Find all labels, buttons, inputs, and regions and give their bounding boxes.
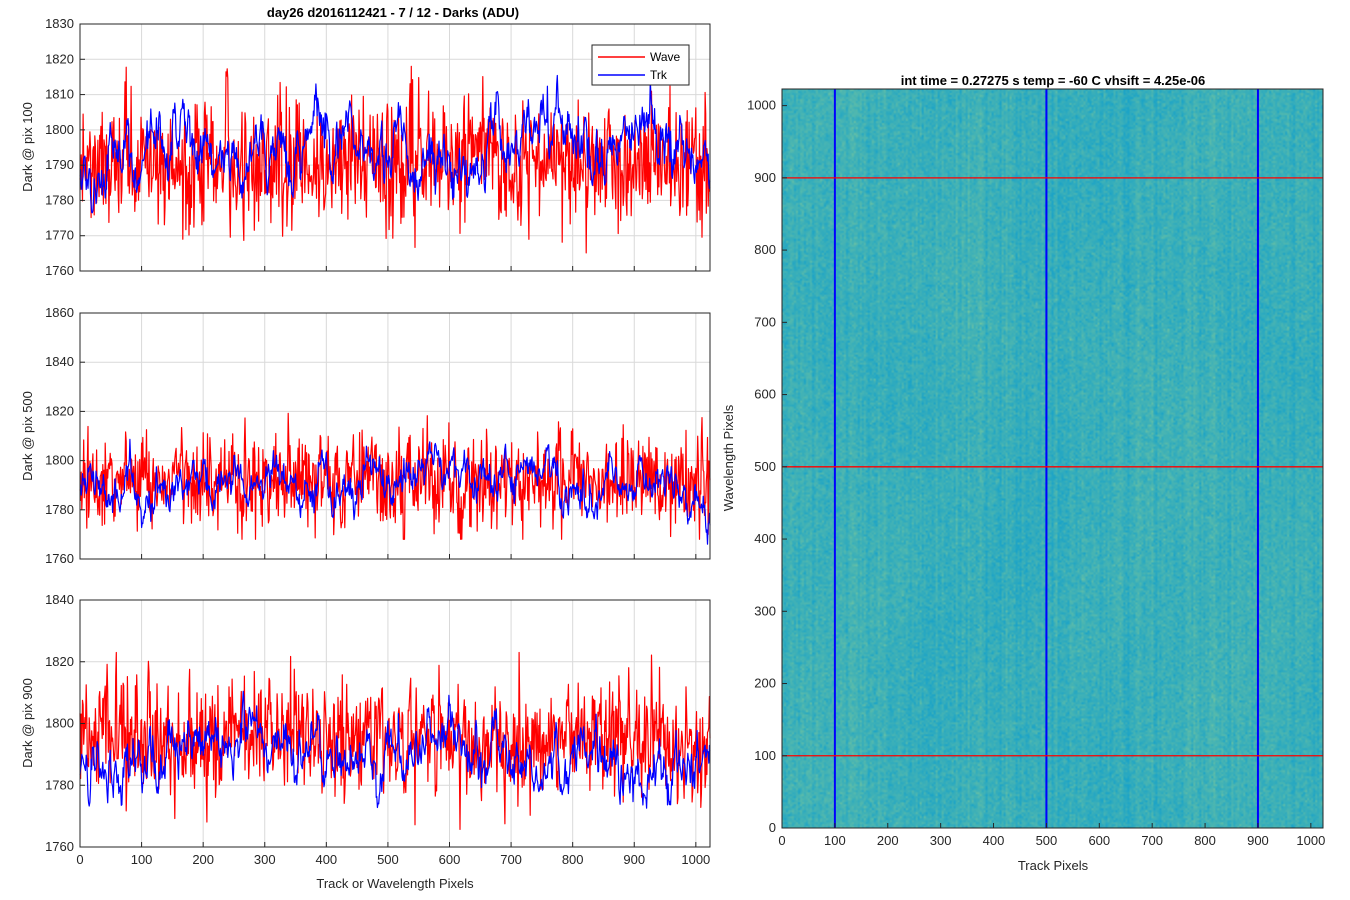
tick-labels: 1760 1770 1780 1790 1800 1810 1820 1830 [45, 16, 697, 278]
x-tick-label: 100 [131, 852, 153, 867]
series-group [79, 65, 711, 254]
series-line-trk [79, 74, 711, 214]
legend-label-trk: Trk [650, 68, 668, 82]
y-tick-label: 300 [754, 603, 776, 618]
heatmap-darks: int time = 0.27275 s temp = -60 C vhsift… [721, 73, 1325, 873]
y-tick-label: 1760 [45, 839, 74, 854]
x-tick-label: 700 [1141, 833, 1163, 848]
y-tick-label: 400 [754, 531, 776, 546]
y-tick-label: 1780 [45, 192, 74, 207]
x-tick-label: 100 [824, 833, 846, 848]
x-tick-label: 1000 [1296, 833, 1325, 848]
axes-box [781, 88, 1324, 829]
x-axis-label: Track or Wavelength Pixels [316, 876, 474, 891]
y-tick-label: 1820 [45, 51, 74, 66]
y-tick-label: 1800 [45, 453, 74, 468]
tick-labels: 0 100 200 300 400 500 600 700 800 900 1000 0 100 200 3… [747, 98, 1325, 848]
x-tick-label: 300 [254, 852, 276, 867]
x-tick-label: 600 [1088, 833, 1110, 848]
x-tick-label: 500 [377, 852, 399, 867]
x-tick-label: 1000 [681, 852, 710, 867]
y-tick-label: 1790 [45, 157, 74, 172]
x-tick-label: 600 [439, 852, 461, 867]
x-tick-label: 900 [623, 852, 645, 867]
x-axis-label: Track Pixels [1018, 858, 1089, 873]
legend-box [591, 44, 690, 86]
y-tick-label: 1770 [45, 228, 74, 243]
x-tick-label: 0 [778, 833, 785, 848]
x-tick-label: 0 [76, 852, 83, 867]
marker-lines [782, 89, 1323, 828]
y-tick-label: 0 [769, 820, 776, 835]
y-tick-label: 1810 [45, 87, 74, 102]
x-tick-label: 200 [192, 852, 214, 867]
x-tick-label: 800 [1194, 833, 1216, 848]
plot-dark-pix-900: 0 100 200 300 400 500 600 700 800 900 1000 1760 1780… [20, 592, 711, 891]
axes-box [79, 23, 711, 272]
x-tick-label: 500 [1036, 833, 1058, 848]
x-tick-label: 200 [877, 833, 899, 848]
y-axis-label: Dark @ pix 900 [20, 678, 35, 768]
y-axis-label: Dark @ pix 500 [20, 391, 35, 481]
y-axis-label: Wavelength Pixels [721, 404, 736, 511]
y-tick-label: 1820 [45, 654, 74, 669]
y-tick-label: 1840 [45, 592, 74, 607]
plot-dark-pix-100: 1760 1770 1780 1790 1800 1810 1820 1830 Dark @ … [20, 16, 711, 278]
y-tick-label: 1780 [45, 502, 74, 517]
y-tick-label: 500 [754, 459, 776, 474]
y-tick-label: 1840 [45, 354, 74, 369]
x-tick-label: 400 [315, 852, 337, 867]
axes-box [79, 312, 711, 560]
y-tick-label: 100 [754, 748, 776, 763]
series-line-wave [79, 65, 711, 254]
series-line-wave [79, 651, 711, 831]
series-group [79, 651, 711, 831]
series-group [79, 412, 711, 545]
figure-title: day26 d2016112421 - 7 / 12 - Darks (ADU) [267, 5, 519, 20]
x-tick-label: 900 [1247, 833, 1269, 848]
legend-label-wave: Wave [650, 50, 681, 64]
series-line-trk [79, 690, 711, 809]
y-tick-label: 900 [754, 170, 776, 185]
tick-labels: 0 100 200 300 400 500 600 700 800 900 1000 1760 1780… [45, 592, 710, 867]
plot-dark-pix-500: 1760 1780 1800 1820 1840 1860 Dark @ pix 500 [20, 305, 711, 566]
y-tick-label: 200 [754, 676, 776, 691]
heatmap-image [782, 89, 1323, 828]
y-tick-label: 1760 [45, 551, 74, 566]
x-tick-label: 800 [562, 852, 584, 867]
y-tick-label: 1780 [45, 777, 74, 792]
y-tick-label: 1820 [45, 403, 74, 418]
heatmap-title: int time = 0.27275 s temp = -60 C vhsift… [901, 73, 1206, 88]
tick-labels: 1760 1780 1800 1820 1840 1860 [45, 305, 697, 566]
y-tick-label: 1860 [45, 305, 74, 320]
series-line-trk [79, 438, 711, 545]
y-tick-label: 1830 [45, 16, 74, 31]
y-tick-label: 1000 [747, 98, 776, 113]
y-tick-label: 800 [754, 242, 776, 257]
y-tick-label: 700 [754, 314, 776, 329]
y-tick-label: 600 [754, 387, 776, 402]
y-axis-label: Dark @ pix 100 [20, 102, 35, 192]
legend: Wave Trk [591, 44, 690, 86]
y-tick-label: 1800 [45, 122, 74, 137]
x-tick-label: 300 [930, 833, 952, 848]
x-tick-label: 400 [983, 833, 1005, 848]
y-tick-label: 1760 [45, 263, 74, 278]
y-tick-label: 1800 [45, 716, 74, 731]
x-tick-label: 700 [500, 852, 522, 867]
